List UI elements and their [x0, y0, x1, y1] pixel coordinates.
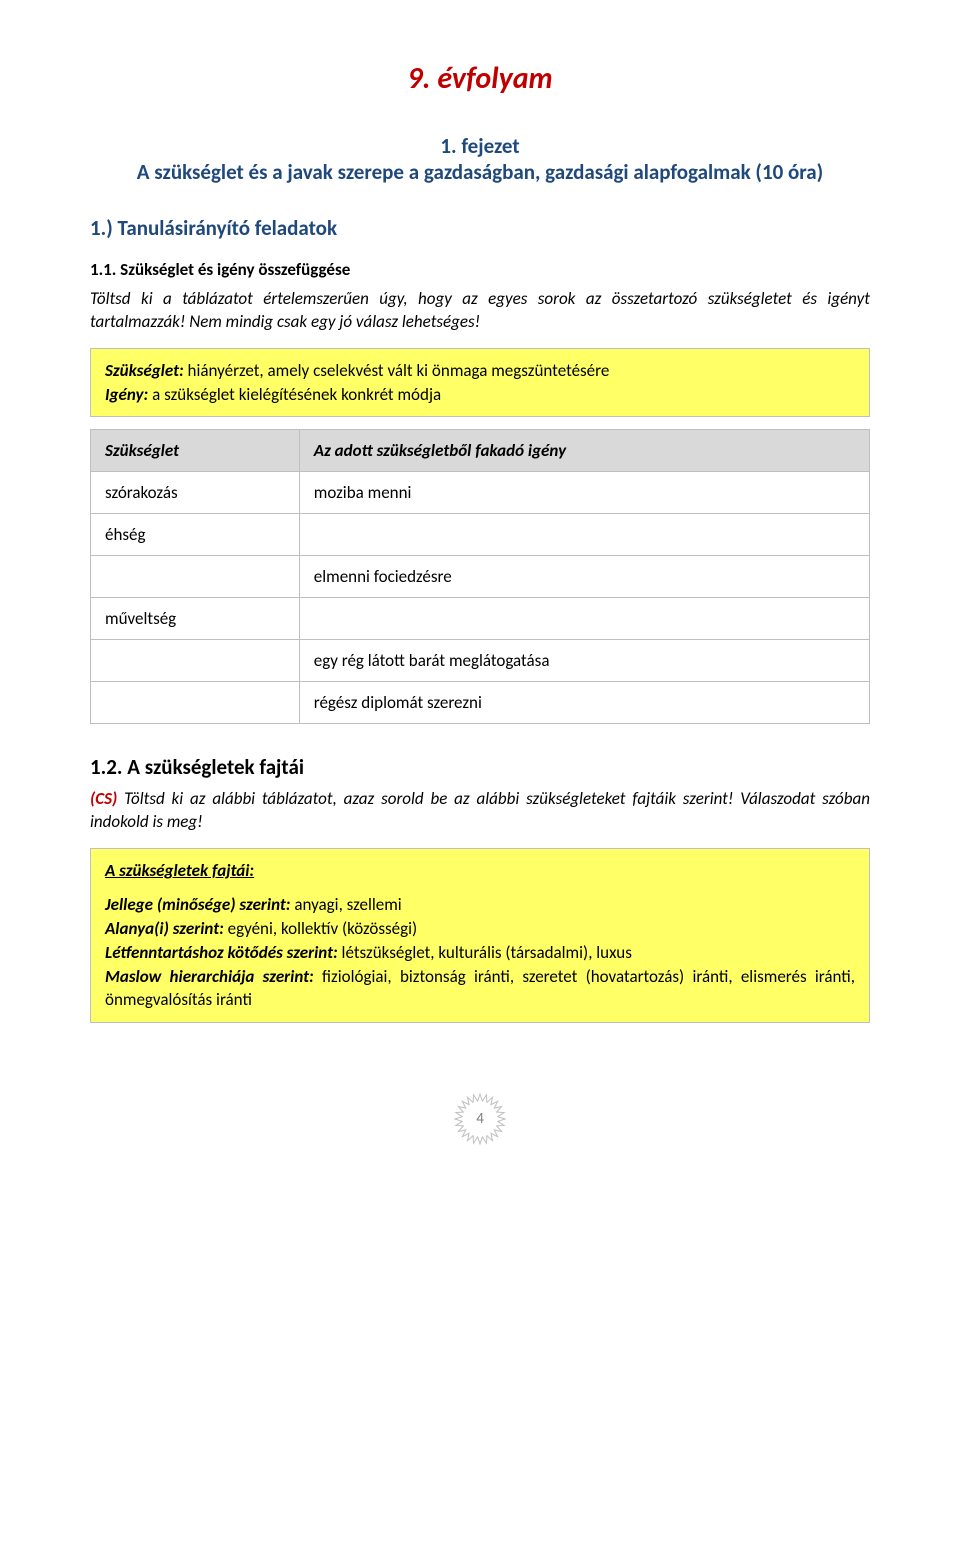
table-cell-left: szórakozás [91, 472, 300, 514]
table-cell-right: régész diplomát szerezni [299, 682, 869, 724]
table-cell-left [91, 556, 300, 598]
table-cell-right: egy rég látott barát meglátogatása [299, 640, 869, 682]
table-cell-right [299, 514, 869, 556]
kinds-line-3: Létfenntartáshoz kötődés szerint: létszü… [105, 941, 855, 965]
document-title: 9. évfolyam [90, 60, 870, 97]
page-number: 4 [476, 1110, 484, 1128]
definition-need-label: Szükséglet: [105, 360, 184, 381]
subsection-heading-1-1: 1.1. Szükséglet és igény összefüggése [90, 259, 870, 280]
table-row: éhség [91, 514, 870, 556]
definition-demand-text: a szükséglet kielégítésének konkrét módj… [148, 384, 441, 405]
kinds-line-2: Alanya(i) szerint: egyéni, kollektív (kö… [105, 917, 855, 941]
definition-need-text: hiányérzet, amely cselekvést vált ki önm… [184, 360, 610, 381]
kinds-line-1: Jellege (minősége) szerint: anyagi, szel… [105, 893, 855, 917]
chapter-line-1: 1. fejezet [90, 133, 870, 159]
chapter-header: 1. fejezet A szükséglet és a javak szere… [90, 133, 870, 185]
chapter-line-2: A szükséglet és a javak szerepe a gazdas… [90, 159, 870, 185]
table-cell-right [299, 598, 869, 640]
subsection-heading-1-2: 1.2. A szükségletek fajtái [90, 754, 870, 780]
definition-demand-label: Igény: [105, 384, 148, 405]
table-row: egy rég látott barát meglátogatása [91, 640, 870, 682]
table-header-left: Szükséglet [91, 430, 300, 472]
definition-box: Szükséglet: hiányérzet, amely cselekvést… [90, 348, 870, 418]
needs-table: Szükséglet Az adott szükségletből fakadó… [90, 429, 870, 724]
table-row: szórakozás moziba menni [91, 472, 870, 514]
instruction-text-2-content: Töltsd ki az alábbi táblázatot, azaz sor… [90, 788, 870, 832]
kinds-box-title: A szükségletek fajtái: [105, 859, 855, 883]
table-row: műveltség [91, 598, 870, 640]
definition-need: Szükséglet: hiányérzet, amely cselekvést… [105, 359, 855, 383]
instruction-text-1-content: Töltsd ki a táblázatot értelemszerűen úg… [90, 288, 870, 332]
table-cell-right: moziba menni [299, 472, 869, 514]
table-cell-left: éhség [91, 514, 300, 556]
table-cell-left [91, 682, 300, 724]
document-page: 9. évfolyam 1. fejezet A szükséglet és a… [0, 0, 960, 1190]
instruction-prefix-cs: (CS) [90, 788, 117, 809]
table-cell-left: műveltség [91, 598, 300, 640]
definition-demand: Igény: a szükséglet kielégítésének konkr… [105, 383, 855, 407]
instruction-text-2: (CS) Töltsd ki az alábbi táblázatot, aza… [90, 788, 870, 834]
instruction-text-1: Töltsd ki a táblázatot értelemszerűen úg… [90, 288, 870, 334]
page-footer: 4 [90, 1093, 870, 1150]
table-row: régész diplomát szerezni [91, 682, 870, 724]
table-header-right: Az adott szükségletből fakadó igény [299, 430, 869, 472]
table-row: elmenni fociedzésre [91, 556, 870, 598]
table-header-row: Szükséglet Az adott szükségletből fakadó… [91, 430, 870, 472]
kinds-box: A szükségletek fajtái: Jellege (minősége… [90, 848, 870, 1023]
kinds-line-4: Maslow hierarchiája szerint: fiziológiai… [105, 965, 855, 1013]
table-cell-right: elmenni fociedzésre [299, 556, 869, 598]
table-cell-left [91, 640, 300, 682]
starburst-icon: 4 [454, 1093, 506, 1145]
section-heading-1: 1.) Tanulásirányító feladatok [90, 215, 870, 241]
